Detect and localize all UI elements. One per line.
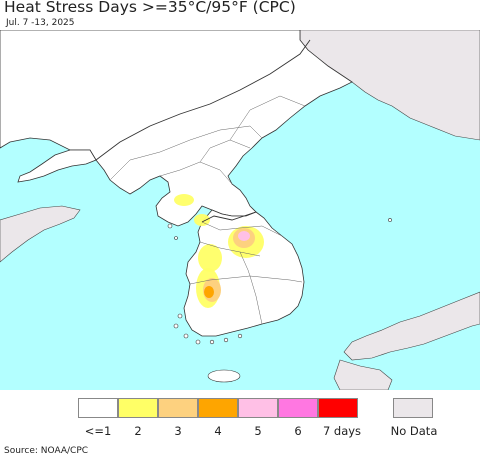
liaodong-land	[17, 149, 97, 183]
legend-label-7: 7 days	[322, 424, 362, 438]
national-borders	[95, 39, 311, 223]
heat-stress-areas	[174, 194, 264, 308]
legend-swatch-7	[318, 398, 358, 418]
heat-area-2days-north	[174, 194, 194, 206]
legend-label-5: 5	[254, 424, 262, 438]
date-range: Jul. 7 -13, 2025	[6, 18, 75, 28]
legend-swatch-5	[238, 398, 278, 418]
legend-swatch-6	[278, 398, 318, 418]
legend-label-1: <=1	[84, 424, 112, 438]
page-title: Heat Stress Days >=35°C/95°F (CPC)	[4, 0, 296, 16]
kyushu-nodata-land	[333, 359, 393, 390]
legend-swatch-3	[158, 398, 198, 418]
province-borders	[109, 95, 306, 325]
legend: <=1 2 3 4 5 6 7 days No Data	[0, 396, 480, 441]
shandong-nodata-land	[0, 205, 81, 263]
legend-label-4: 4	[214, 424, 222, 438]
legend-swatch-nodata	[393, 398, 433, 418]
legend-swatch-1	[78, 398, 118, 418]
heat-stress-map	[0, 30, 480, 390]
legend-label-6: 6	[294, 424, 302, 438]
legend-swatch-2	[118, 398, 158, 418]
legend-label-2: 2	[134, 424, 142, 438]
source-credit: Source: NOAA/CPC	[4, 446, 89, 456]
heat-area-2days-seoul	[194, 214, 210, 226]
legend-label-3: 3	[174, 424, 182, 438]
heat-area-5days-central	[238, 231, 250, 241]
japan-nodata-land	[343, 291, 480, 361]
heat-area-4days-southwest	[204, 286, 214, 298]
legend-label-nodata: No Data	[390, 424, 438, 438]
legend-swatch-4	[198, 398, 238, 418]
jeju-island	[207, 369, 241, 383]
islands	[167, 218, 392, 383]
heat-area-2days-west	[198, 244, 222, 272]
